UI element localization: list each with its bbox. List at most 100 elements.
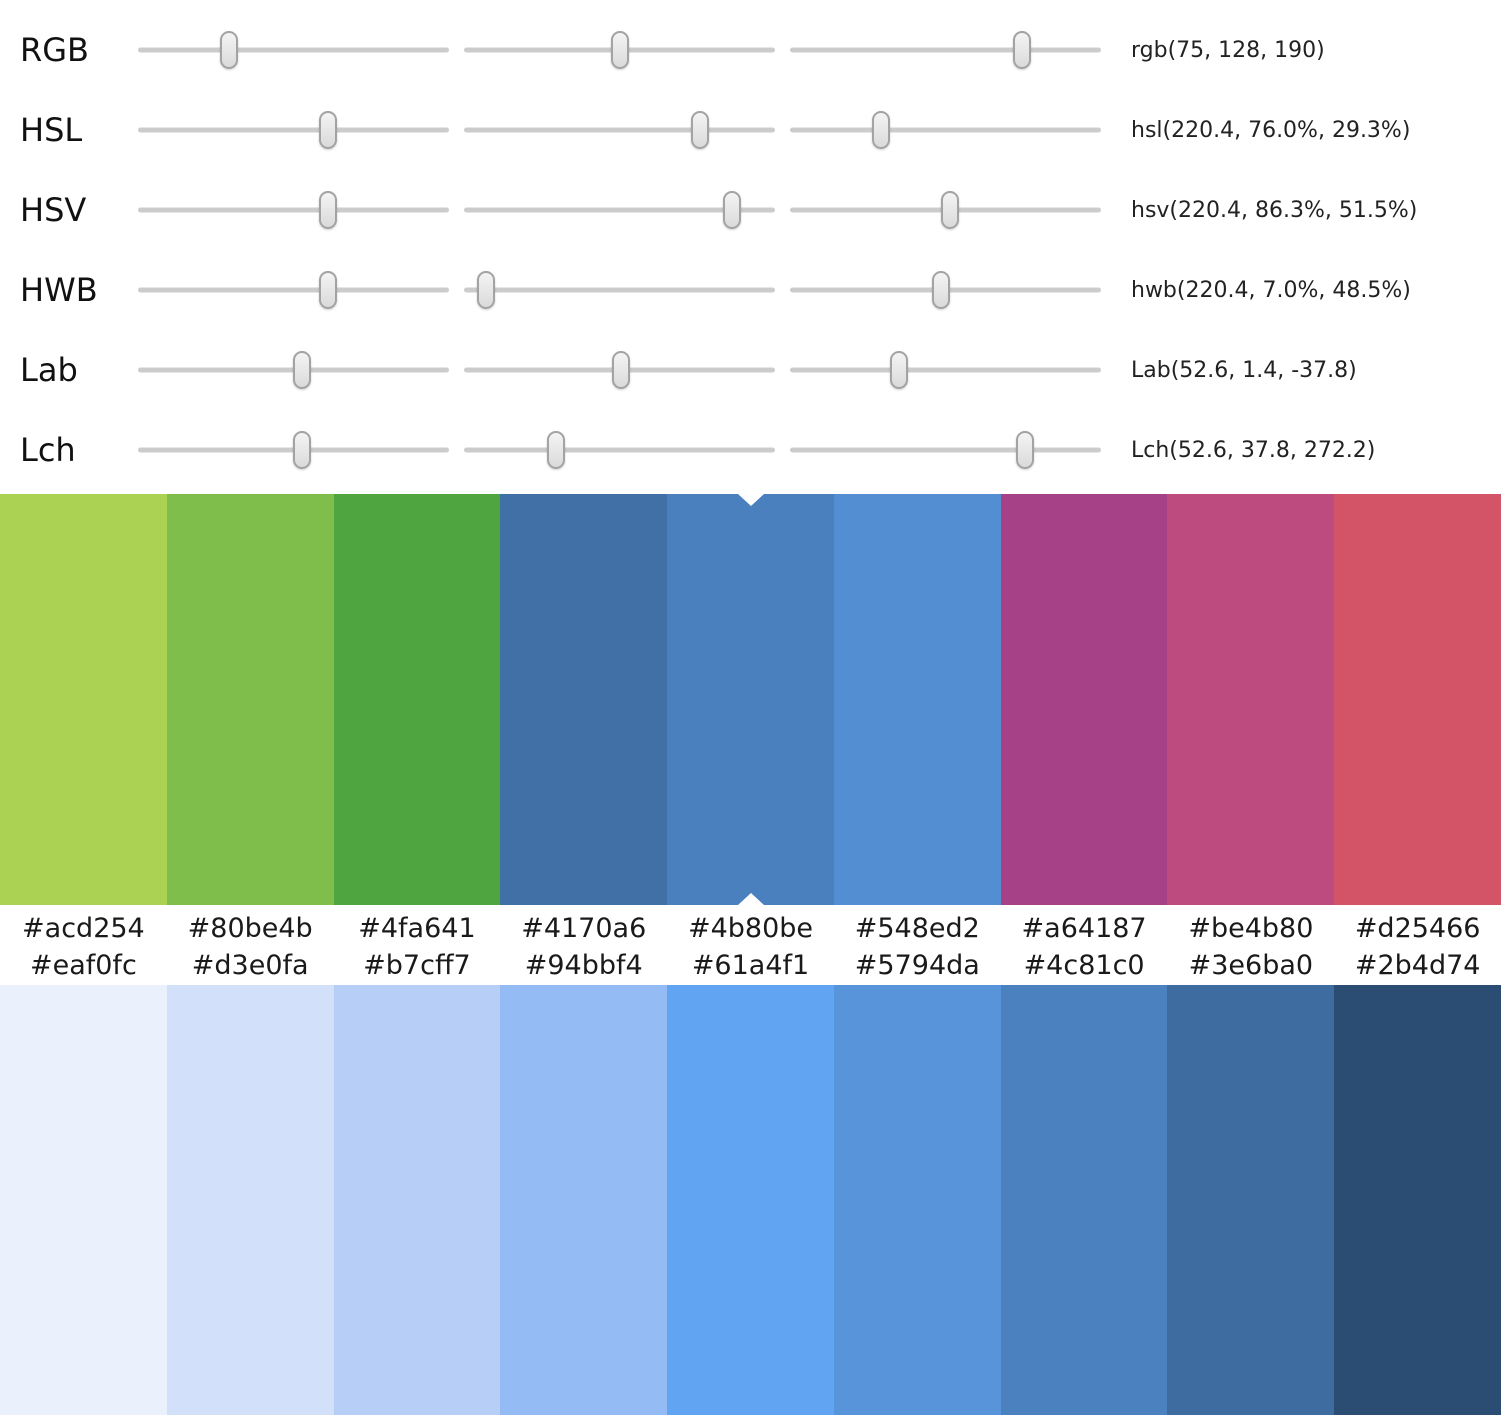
palette-swatch-94bbf4[interactable] (500, 985, 668, 1415)
slider-track-3[interactable] (790, 428, 1101, 472)
palette-swatch-80be4b[interactable] (166, 494, 334, 905)
slider-track-2[interactable] (464, 28, 775, 72)
slider-track-line (464, 447, 775, 453)
slider-track-line (790, 47, 1101, 53)
swatch-hex-label: #d25466 (1354, 912, 1481, 944)
selected-swatch-notch-top (737, 494, 764, 506)
slider-track-line (138, 127, 449, 133)
color-value-text: hwb(220.4, 7.0%, 48.5%) (1131, 277, 1411, 303)
slider-thumb[interactable] (612, 351, 631, 389)
bottom-palette-hex-labels: #eaf0fc #d3e0fa #b7cff7 #94bbf4 #61a4f1 #5794… (0, 947, 1501, 985)
swatch-hex-label: #5794da (854, 949, 980, 981)
swatch-hex-label: #d3e0fa (191, 949, 309, 981)
slider-thumb[interactable] (319, 111, 338, 149)
slider-track-line (790, 127, 1101, 133)
palette-swatch-d25466[interactable] (1334, 494, 1501, 905)
slider-track-3[interactable] (790, 268, 1101, 312)
colorspace-label: Lab (20, 351, 78, 389)
slider-thumb[interactable] (319, 271, 338, 309)
palette-swatch-3e6ba0[interactable] (1167, 985, 1335, 1415)
palette-swatch-2b4d74[interactable] (1334, 985, 1501, 1415)
slider-thumb[interactable] (1016, 431, 1035, 469)
slider-track-line (138, 207, 449, 213)
slider-track-1[interactable] (138, 348, 449, 392)
top-palette-hex-labels: #acd254 #80be4b #4fa641 #4170a6 #4b80be #548e… (0, 905, 1501, 947)
slider-track-line (464, 207, 775, 213)
swatch-hex-label: #4170a6 (521, 912, 647, 944)
palette-swatch-acd254[interactable] (0, 494, 167, 905)
slider-track-2[interactable] (464, 188, 775, 232)
top-palette (0, 494, 1501, 905)
slider-thumb[interactable] (292, 431, 311, 469)
slider-track-line (138, 287, 449, 293)
swatch-hex-label: #61a4f1 (691, 949, 810, 981)
palette-swatch-eaf0fc[interactable] (0, 985, 167, 1415)
palette-swatch-61a4f1[interactable] (667, 985, 834, 1415)
slider-thumb[interactable] (941, 191, 960, 229)
slider-thumb[interactable] (872, 111, 891, 149)
colorspace-label: HSV (20, 191, 87, 229)
slider-track-3[interactable] (790, 108, 1101, 152)
slider-track-3[interactable] (790, 28, 1101, 72)
swatch-hex-label: #2b4d74 (1354, 949, 1481, 981)
swatch-hex-label: #b7cff7 (363, 949, 471, 981)
swatch-hex-label: #80be4b (187, 912, 313, 944)
slider-track-2[interactable] (464, 108, 775, 152)
slider-thumb[interactable] (723, 191, 742, 229)
slider-thumb[interactable] (1012, 31, 1031, 69)
slider-track-1[interactable] (138, 428, 449, 472)
palette-swatch-4fa641[interactable] (333, 494, 501, 905)
slider-track-2[interactable] (464, 268, 775, 312)
palette-swatch-4b80be[interactable] (667, 494, 834, 905)
color-value-text: hsl(220.4, 76.0%, 29.3%) (1131, 117, 1411, 143)
bottom-palette (0, 985, 1501, 1415)
slider-track-3[interactable] (790, 348, 1101, 392)
colorspace-label: RGB (20, 31, 89, 69)
slider-track-1[interactable] (138, 108, 449, 152)
slider-thumb[interactable] (931, 271, 950, 309)
slider-thumb[interactable] (611, 31, 630, 69)
slider-track-1[interactable] (138, 188, 449, 232)
palette-swatch-a64187[interactable] (1000, 494, 1168, 905)
slider-track-line (138, 47, 449, 53)
slider-track-1[interactable] (138, 28, 449, 72)
swatch-hex-label: #4b80be (687, 912, 814, 944)
color-value-text: Lch(52.6, 37.8, 272.2) (1131, 437, 1376, 463)
selected-swatch-notch-bottom (737, 893, 764, 905)
swatch-hex-label: #3e6ba0 (1188, 949, 1314, 981)
swatch-hex-label: #acd254 (22, 912, 145, 944)
slider-track-line (790, 447, 1101, 453)
slider-row-hwb: HWB hwb(220.4, 7.0%, 48.5%) (0, 250, 1501, 330)
palette-swatch-4170a6[interactable] (500, 494, 668, 905)
color-value-text: hsv(220.4, 86.3%, 51.5%) (1131, 197, 1418, 223)
slider-thumb[interactable] (691, 111, 710, 149)
slider-row-rgb: RGB rgb(75, 128, 190) (0, 10, 1501, 90)
slider-row-lab: Lab Lab(52.6, 1.4, -37.8) (0, 330, 1501, 410)
slider-track-2[interactable] (464, 428, 775, 472)
slider-thumb[interactable] (319, 191, 338, 229)
slider-row-hsv: HSV hsv(220.4, 86.3%, 51.5%) (0, 170, 1501, 250)
slider-track-3[interactable] (790, 188, 1101, 232)
slider-thumb[interactable] (546, 431, 565, 469)
swatch-hex-label: #eaf0fc (29, 949, 137, 981)
slider-track-2[interactable] (464, 348, 775, 392)
palette-swatch-d3e0fa[interactable] (166, 985, 334, 1415)
slider-thumb[interactable] (890, 351, 909, 389)
slider-track-1[interactable] (138, 268, 449, 312)
swatch-hex-label: #be4b80 (1188, 912, 1314, 944)
slider-section: RGB rgb(75, 128, 190) HSL hsl(220.4, (0, 0, 1501, 494)
slider-track-line (464, 287, 775, 293)
palette-swatch-b7cff7[interactable] (333, 985, 501, 1415)
slider-thumb[interactable] (220, 31, 239, 69)
slider-thumb[interactable] (476, 271, 495, 309)
color-value-text: rgb(75, 128, 190) (1131, 37, 1325, 63)
swatch-hex-label: #a64187 (1021, 912, 1147, 944)
slider-track-line (790, 367, 1101, 373)
palette-swatch-be4b80[interactable] (1167, 494, 1335, 905)
slider-thumb[interactable] (292, 351, 311, 389)
palette-swatch-4c81c0[interactable] (1000, 985, 1168, 1415)
colorspace-label: HSL (20, 111, 83, 149)
palette-swatch-548ed2[interactable] (833, 494, 1001, 905)
swatch-hex-label: #94bbf4 (524, 949, 643, 981)
palette-swatch-5794da[interactable] (833, 985, 1001, 1415)
